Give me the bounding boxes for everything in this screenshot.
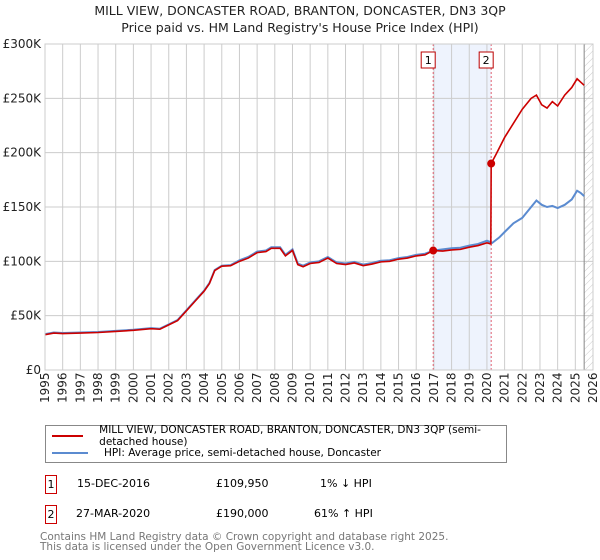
x-tick-label: 2014 — [374, 372, 388, 403]
x-tick-label: 2011 — [321, 372, 335, 403]
x-tick-label: 2008 — [268, 372, 282, 403]
date: 15-DEC-2016 — [77, 477, 151, 490]
legend-item-hpi: HPI: Average price, semi-detached house,… — [46, 445, 381, 461]
price: £109,950 — [216, 477, 269, 490]
marker-badge: 2 — [45, 505, 57, 524]
x-tick-label: 2013 — [356, 372, 370, 403]
legend-label: MILL VIEW, DONCASTER ROAD, BRANTON, DONC… — [99, 424, 481, 448]
marker-badge: 1 — [45, 475, 57, 494]
legend-swatch-blue — [52, 452, 88, 454]
x-tick-label: 2006 — [232, 372, 246, 403]
property-price-line — [44, 77, 585, 336]
x-tick-label: 2005 — [215, 372, 229, 403]
sale-point — [429, 246, 438, 255]
x-tick-label: 1999 — [109, 372, 123, 403]
x-tick-label: 2021 — [498, 372, 512, 403]
x-tick-label: 2004 — [197, 372, 211, 403]
x-tick-label: 1997 — [73, 372, 87, 403]
y-tick-label: £150K — [3, 200, 43, 214]
x-tick-label: 2016 — [409, 372, 423, 403]
sale-label-box — [420, 51, 436, 69]
x-tick-label: 2000 — [126, 372, 140, 403]
x-tick-label: 2015 — [392, 372, 406, 403]
x-tick-label: 2002 — [162, 372, 176, 403]
sale-label: 2 — [483, 54, 490, 67]
x-tick-label: 2019 — [462, 372, 476, 403]
y-tick-label: £300K — [3, 37, 43, 51]
hpi-diff: 61% ↑ HPI — [314, 507, 373, 520]
legend-swatch-red — [52, 435, 84, 437]
footer-line: Contains HM Land Registry data © Crown c… — [40, 531, 449, 543]
y-tick-label: £250K — [3, 91, 43, 105]
x-tick-label: 1998 — [91, 372, 105, 403]
x-tick-label: 2003 — [179, 372, 193, 403]
legend-label: HPI: Average price, semi-detached house,… — [104, 447, 381, 459]
x-tick-label: 2024 — [551, 372, 565, 403]
x-tick-label: 2026 — [586, 372, 600, 403]
chart-svg: 1995 1996 1997 1998 1999 2000 2001 2002 2003 2004… — [3, 37, 600, 403]
hpi-diff: 1% ↓ HPI — [320, 477, 372, 490]
y-tick-label: £100K — [3, 254, 43, 268]
x-tick-label: 2017 — [427, 372, 441, 403]
x-tick-label: 2022 — [515, 372, 529, 403]
x-tick-label: 2001 — [144, 372, 158, 403]
y-tick-label: £200K — [3, 146, 43, 160]
legend-item-property: MILL VIEW, DONCASTER ROAD, BRANTON, DONC… — [46, 424, 506, 448]
price: £190,000 — [216, 507, 269, 520]
x-tick-label: 1996 — [56, 372, 70, 403]
sale-label-box — [478, 51, 494, 69]
y-tick-label: £50K — [10, 309, 42, 323]
sale-point — [487, 159, 496, 168]
x-tick-label: 2020 — [480, 372, 494, 403]
x-tick-label: 2023 — [533, 372, 547, 403]
chart-subtitle: Price paid vs. HM Land Registry's House … — [121, 20, 479, 35]
footer-line: This data is licensed under the Open Gov… — [40, 541, 375, 553]
x-tick-label: 2025 — [568, 372, 582, 403]
plot-frame — [44, 43, 594, 371]
footer: Contains HM Land Registry data © Crown c… — [40, 531, 449, 553]
legend: MILL VIEW, DONCASTER ROAD, BRANTON, DONC… — [45, 424, 507, 463]
x-tick-label: 2012 — [339, 372, 353, 403]
x-tick-label: 2010 — [303, 372, 317, 403]
date: 27-MAR-2020 — [76, 507, 151, 520]
sale-label: 1 — [425, 54, 432, 67]
x-tick-label: 1995 — [38, 372, 52, 403]
x-tick-label: 2018 — [445, 372, 459, 403]
y-tick-label: £0 — [26, 363, 41, 377]
chart-title: MILL VIEW, DONCASTER ROAD, BRANTON, DONC… — [94, 3, 506, 18]
x-tick-label: 2007 — [250, 372, 264, 403]
x-tick-label: 2009 — [285, 372, 299, 403]
